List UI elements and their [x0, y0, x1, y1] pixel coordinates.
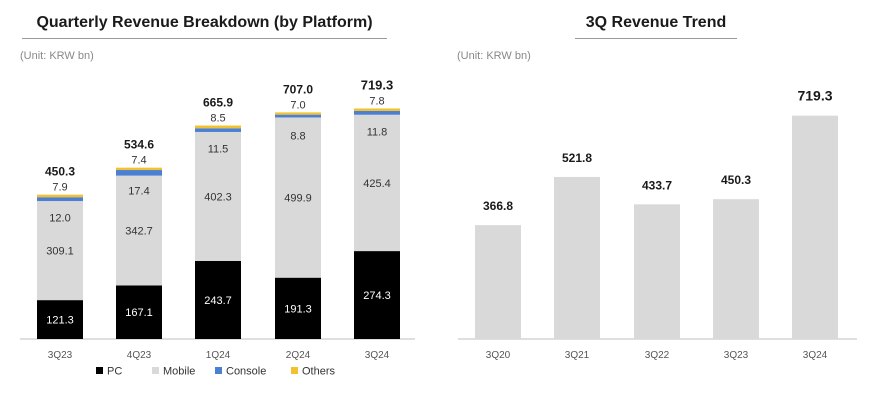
- bar-segment-pc-2q24: [275, 277, 321, 339]
- total-label-1q24: 665.9: [203, 96, 233, 110]
- segment-label-console-3q24: 11.8: [367, 126, 388, 138]
- stacked-revenue-chart: 121.3 309.1 12.0 7.9 450.3 3Q23 167.1 342.7 17.4…: [20, 77, 415, 378]
- bar-segment-console-2q24: [275, 114, 321, 118]
- legend-label-others: Others: [302, 366, 336, 378]
- bar-segment-pc-4q23: [116, 285, 162, 339]
- category-label-3q23: 3Q23: [724, 350, 749, 361]
- segment-label-pc-1q24: 243.7: [204, 295, 232, 307]
- value-label-3q22: 433.7: [642, 178, 672, 192]
- segment-label-console-3q23: 12.0: [49, 213, 70, 225]
- category-label-3q24: 3Q24: [803, 350, 828, 361]
- category-label-4q23: 4Q23: [127, 350, 152, 361]
- segment-label-mobile-3q23: 309.1: [46, 246, 74, 258]
- bar-segment-mobile-1q24: [195, 131, 241, 261]
- segment-label-pc-3q24: 274.3: [363, 290, 391, 302]
- category-label-3q24: 3Q24: [365, 350, 390, 361]
- segment-label-console-2q24: 8.8: [290, 130, 305, 142]
- segment-label-pc-4q23: 167.1: [125, 307, 153, 319]
- bar-segment-pc-3q23: [37, 300, 83, 339]
- total-label-4q23: 534.6: [124, 138, 154, 152]
- legend-label-pc: PC: [107, 366, 122, 378]
- segment-label-others-4q23: 7.4: [131, 155, 146, 167]
- category-label-3q20: 3Q20: [486, 350, 511, 361]
- legend-swatch-mobile: [152, 367, 159, 374]
- bar-segment-console-4q23: [116, 170, 162, 176]
- bar-segment-console-1q24: [195, 128, 241, 132]
- segment-label-mobile-2q24: 499.9: [284, 193, 312, 205]
- segment-label-pc-3q23: 121.3: [46, 315, 74, 327]
- segment-label-others-2q24: 7.0: [290, 99, 305, 111]
- bar-segment-others-4q23: [116, 167, 162, 171]
- bar-segment-pc-1q24: [195, 260, 241, 339]
- category-label-2q24: 2Q24: [286, 350, 311, 361]
- bar-segment-mobile-3q24: [354, 114, 400, 252]
- right-chart-title: 3Q Revenue Trend: [575, 14, 737, 39]
- bar-3q21: [554, 176, 600, 339]
- category-label-3q22: 3Q22: [645, 350, 670, 361]
- value-label-3q20: 366.8: [483, 199, 513, 213]
- category-label-3q21: 3Q21: [565, 350, 590, 361]
- left-chart-title: Quarterly Revenue Breakdown (by Platform…: [22, 14, 387, 39]
- segment-label-mobile-4q23: 342.7: [125, 226, 153, 238]
- bar-segment-others-1q24: [195, 125, 241, 129]
- category-label-1q24: 1Q24: [206, 350, 231, 361]
- segment-label-console-4q23: 17.4: [128, 186, 149, 198]
- segment-label-mobile-3q24: 425.4: [363, 178, 391, 190]
- value-label-3q21: 521.8: [562, 151, 592, 165]
- bar-segment-mobile-4q23: [116, 175, 162, 286]
- total-label-3q24: 719.3: [361, 77, 394, 92]
- segment-label-others-3q24: 7.8: [369, 95, 384, 107]
- bar-3q23: [713, 199, 759, 339]
- category-label-3q23: 3Q23: [48, 350, 73, 361]
- trend-revenue-chart: 366.8 3Q20 521.8 3Q21 433.7 3Q22 450.3 3Q23 719.…: [458, 88, 857, 361]
- segment-label-pc-2q24: 191.3: [284, 303, 312, 315]
- value-label-3q23: 450.3: [721, 173, 751, 187]
- bar-segment-others-3q24: [354, 108, 400, 111]
- bar-segment-others-2q24: [275, 112, 321, 115]
- right-chart-unit: (Unit: KRW bn): [457, 50, 531, 62]
- value-label-3q24: 719.3: [797, 88, 832, 104]
- legend-swatch-console: [215, 367, 222, 374]
- bar-segment-mobile-2q24: [275, 117, 321, 278]
- bar-segment-mobile-3q23: [37, 201, 83, 301]
- segment-label-others-1q24: 8.5: [210, 113, 225, 125]
- bar-3q20: [475, 225, 521, 339]
- total-label-2q24: 707.0: [283, 82, 313, 96]
- segment-label-console-1q24: 11.5: [208, 144, 229, 156]
- segment-label-others-3q23: 7.9: [52, 182, 67, 194]
- bar-segment-pc-3q24: [354, 251, 400, 339]
- legend-swatch-pc: [96, 367, 103, 374]
- bar-3q22: [634, 204, 680, 339]
- total-label-3q23: 450.3: [45, 165, 75, 179]
- bar-segment-others-3q23: [37, 194, 83, 198]
- bar-segment-console-3q24: [354, 110, 400, 115]
- legend-label-console: Console: [226, 366, 266, 378]
- bar-segment-console-3q23: [37, 197, 83, 202]
- left-chart-unit: (Unit: KRW bn): [20, 50, 94, 62]
- legend-label-mobile: Mobile: [163, 366, 195, 378]
- legend-swatch-others: [291, 367, 298, 374]
- segment-label-mobile-1q24: 402.3: [204, 191, 232, 203]
- bar-3q24: [792, 115, 838, 339]
